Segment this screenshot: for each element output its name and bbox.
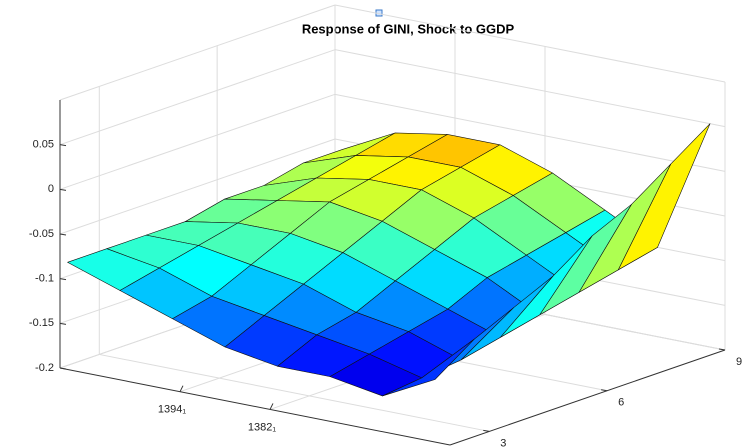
- z-tick: [59, 278, 67, 281]
- x-tick-label: 1382₁: [248, 421, 276, 433]
- y-tick-label: 9: [736, 356, 742, 368]
- x-tick: [269, 403, 274, 410]
- grid-line: [334, 93, 726, 172]
- y-tick: [483, 429, 490, 432]
- z-tick: [59, 322, 67, 325]
- z-tick-label: -0.1: [35, 273, 54, 285]
- y-tick-label: 3: [500, 437, 506, 447]
- surface-patch: [617, 123, 711, 271]
- z-tick: [59, 233, 67, 236]
- grid-line: [59, 93, 336, 190]
- y-tick-label: 6: [618, 397, 624, 409]
- z-tick: [59, 367, 67, 370]
- y-axis: [449, 349, 726, 446]
- grid-line: [59, 49, 336, 146]
- y-tick: [718, 348, 726, 351]
- z-tick: [59, 144, 67, 147]
- z-tick: [59, 188, 67, 191]
- z-tick-label: -0.2: [35, 362, 54, 374]
- z-tick-label: -0.15: [29, 317, 54, 329]
- grid-line: [99, 353, 490, 432]
- z-tick-label: 0: [48, 183, 54, 195]
- z-tick-label: 0.05: [33, 139, 54, 151]
- surface-patch: [382, 338, 475, 397]
- y-tick: [601, 389, 608, 392]
- x-axis: [59, 367, 451, 446]
- wall-edge: [334, 4, 726, 83]
- grid-line: [59, 138, 336, 235]
- grid-line: [334, 49, 726, 128]
- z-tick-label: -0.05: [29, 228, 54, 240]
- wall-edge: [59, 4, 336, 101]
- x-tick-label: 1394₁: [158, 404, 186, 416]
- chart-title: Response of GINI, Shock to GGDP: [302, 21, 515, 36]
- x-tick: [179, 385, 184, 392]
